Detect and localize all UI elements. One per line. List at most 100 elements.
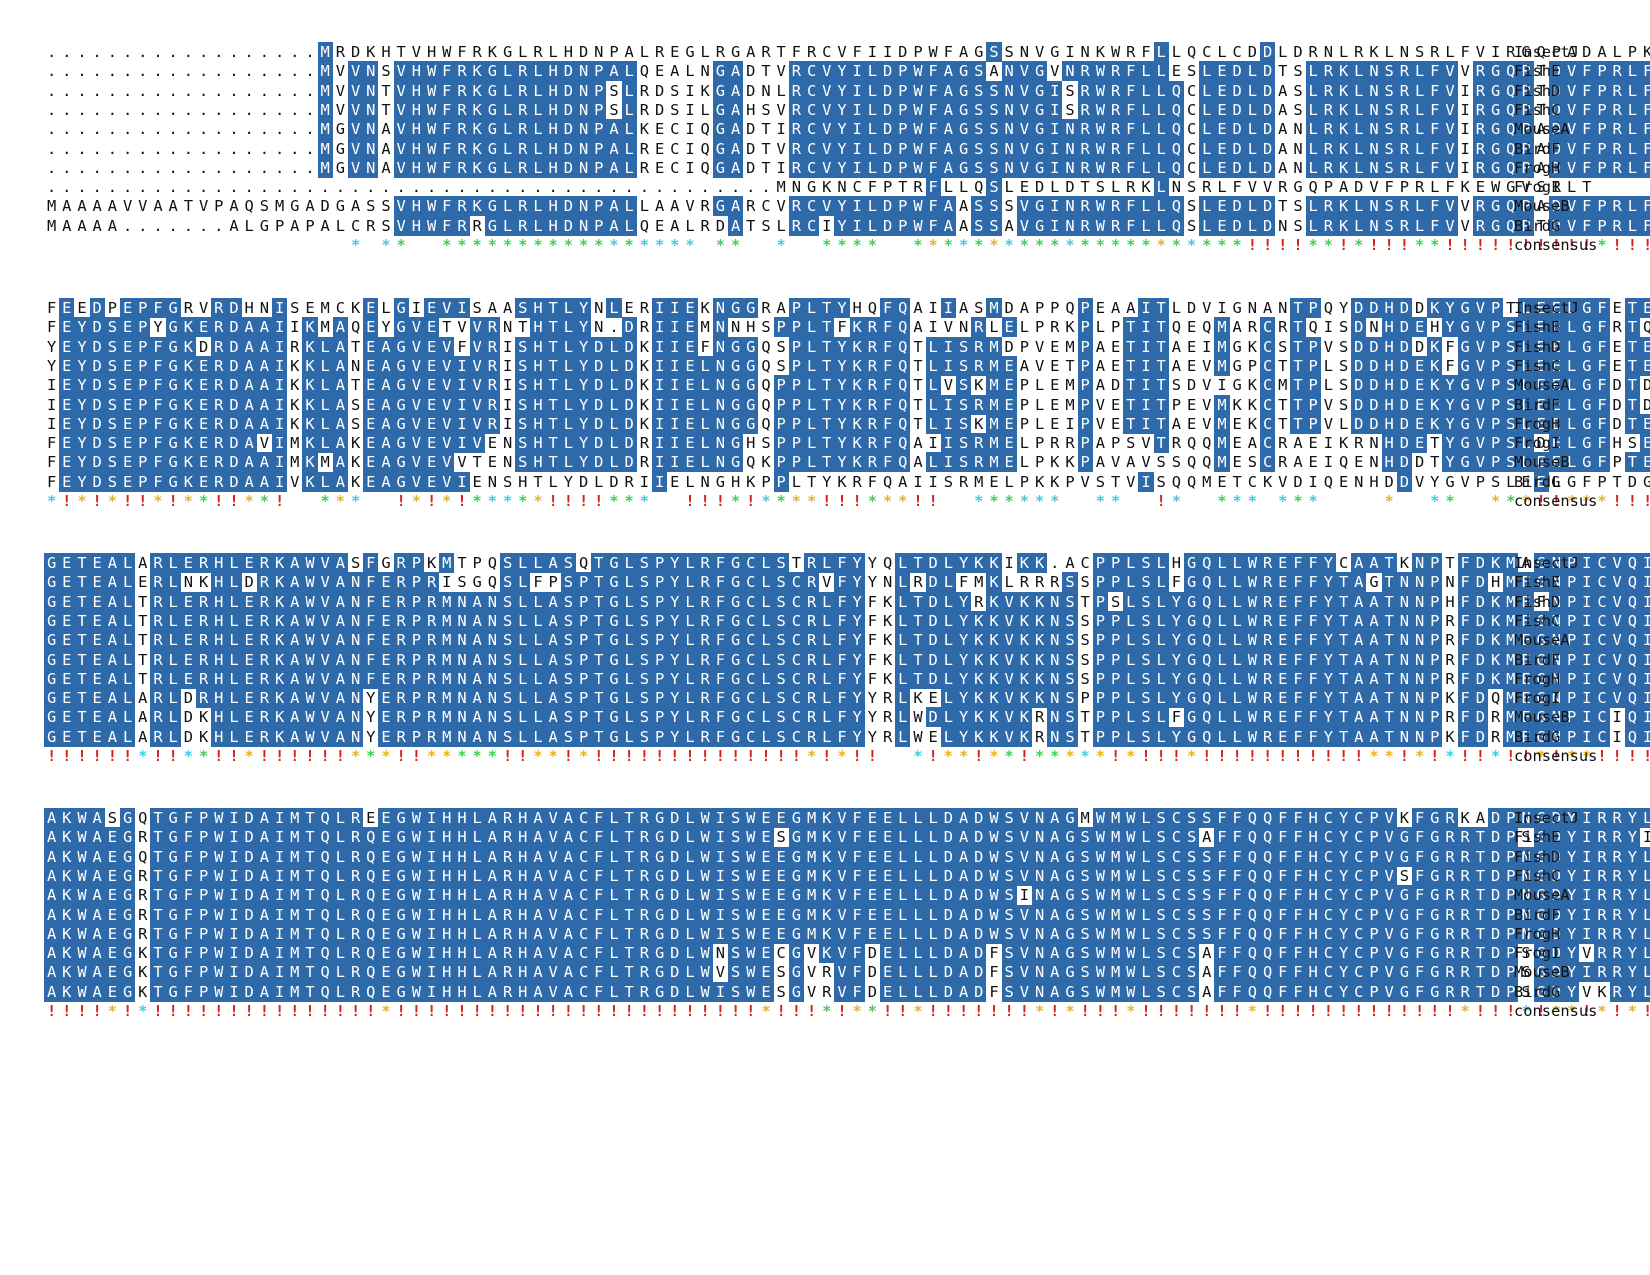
residue: Q: [1169, 472, 1184, 492]
residue: N: [454, 669, 469, 689]
residue: G: [743, 414, 758, 434]
residue: R: [971, 592, 986, 612]
residue: V: [1382, 885, 1397, 905]
residue: L: [606, 924, 621, 944]
residue: A: [956, 298, 971, 318]
consensus-symbol: !: [622, 746, 637, 766]
residue: D: [90, 337, 105, 357]
residue: .: [181, 61, 196, 81]
residue: F: [1579, 139, 1594, 159]
residue: S: [1078, 962, 1093, 982]
residue: H: [454, 847, 469, 867]
residue: F: [591, 808, 606, 828]
residue: M: [287, 808, 302, 828]
residue: R: [1078, 100, 1093, 120]
residue: A: [728, 139, 743, 159]
residue: D: [90, 433, 105, 453]
consensus-symbol: *: [1169, 235, 1184, 255]
residue: T: [910, 592, 925, 612]
residue: D: [941, 924, 956, 944]
residue: A: [242, 375, 257, 395]
residue: H: [530, 317, 545, 337]
residue: L: [895, 962, 910, 982]
residue: L: [895, 943, 910, 963]
residue: E: [774, 866, 789, 886]
residue: L: [606, 433, 621, 453]
residue: R: [1397, 216, 1412, 236]
residue: T: [1154, 375, 1169, 395]
residue: I: [1138, 317, 1153, 337]
residue: W: [743, 905, 758, 925]
residue: Y: [1442, 452, 1457, 472]
residue: G: [120, 924, 135, 944]
residue: S: [1336, 395, 1351, 415]
residue: L: [895, 669, 910, 689]
residue: L: [1564, 356, 1579, 376]
residue: E: [1214, 61, 1229, 81]
residue: W: [211, 885, 226, 905]
residue: W: [424, 81, 439, 101]
consensus-symbol: [758, 235, 773, 255]
residue: F: [1594, 337, 1609, 357]
residue: D: [1412, 298, 1427, 318]
residue: E: [1002, 433, 1017, 453]
sequence-label: FrogH: [1514, 158, 1560, 178]
residue: R: [637, 317, 652, 337]
residue: .: [515, 177, 530, 197]
residue: A: [257, 885, 272, 905]
residue: R: [1458, 943, 1473, 963]
residue: D: [1640, 375, 1650, 395]
residue: E: [1306, 452, 1321, 472]
consensus-symbol: !: [1473, 235, 1488, 255]
residue: .: [120, 42, 135, 62]
residue: K: [287, 375, 302, 395]
residue: V: [1564, 139, 1579, 159]
residue: S: [728, 847, 743, 867]
residue: L: [470, 827, 485, 847]
residue: I: [272, 905, 287, 925]
residue: R: [1017, 572, 1032, 592]
residue: L: [1123, 630, 1138, 650]
residue: K: [196, 727, 211, 747]
residue: R: [1078, 216, 1093, 236]
residue: .: [74, 158, 89, 178]
residue: E: [242, 727, 257, 747]
residue: S: [1412, 42, 1427, 62]
sequence-label: InsectJ: [1514, 298, 1579, 318]
residue: .: [576, 177, 591, 197]
residue: F: [1412, 924, 1427, 944]
residue: N: [454, 611, 469, 631]
residue: K: [302, 395, 317, 415]
residue: I: [272, 395, 287, 415]
residue: Y: [834, 139, 849, 159]
residue: Q: [1169, 119, 1184, 139]
residue: A: [105, 650, 120, 670]
residue: Y: [74, 317, 89, 337]
residue: .: [44, 139, 59, 159]
residue: A: [1351, 727, 1366, 747]
residue: R: [1458, 827, 1473, 847]
residue: R: [394, 572, 409, 592]
residue: .: [74, 119, 89, 139]
residue: V: [546, 924, 561, 944]
residue: W: [424, 61, 439, 81]
residue: L: [926, 452, 941, 472]
residue: T: [1610, 472, 1625, 492]
residue: N: [1017, 42, 1032, 62]
residue: E: [1351, 452, 1366, 472]
residue: Y: [1336, 905, 1351, 925]
residue: S: [105, 375, 120, 395]
residue: Y: [1321, 630, 1336, 650]
residue: L: [682, 866, 697, 886]
consensus-symbol: !: [90, 491, 105, 511]
residue: .: [59, 158, 74, 178]
consensus-symbol: !: [1640, 746, 1650, 766]
residue: F: [1458, 553, 1473, 573]
residue: .: [196, 216, 211, 236]
residue: Y: [834, 298, 849, 318]
residue: L: [804, 452, 819, 472]
residue: R: [348, 982, 363, 1002]
residue: E: [667, 472, 682, 492]
residue: I: [424, 982, 439, 1002]
